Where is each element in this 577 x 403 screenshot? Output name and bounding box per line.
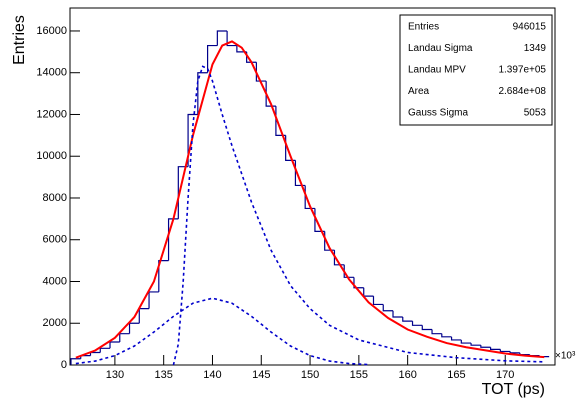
histogram-bin [255,62,267,82]
histogram-bin [216,30,228,46]
y-tick-label: 2000 [43,317,67,329]
histogram-bin [460,339,472,344]
stat-value: 2.684e+08 [498,86,546,97]
fit-curve [75,40,545,359]
y-tick-label: 16000 [36,25,67,37]
stat-label: Landau MPV [408,65,466,76]
y-axis-title: Entries [11,15,28,65]
histogram-bin [70,358,81,365]
y-tick-label: 8000 [43,192,67,204]
histogram-bin [509,351,520,354]
x-tick-label: 170 [496,369,514,381]
stat-value: 5053 [524,108,547,119]
y-tick-label: 10000 [36,150,67,162]
histogram-bin [226,30,237,47]
histogram-bin [402,316,413,322]
y-tick-label: 12000 [36,108,67,120]
stats-frame [399,14,553,126]
histogram-bin [353,277,364,289]
histogram-bin [167,218,179,261]
histogram-bin [89,351,101,356]
x-tick-label: 155 [350,369,368,381]
y-tick-label: 6000 [43,234,67,246]
histogram-bin [363,287,374,297]
y-tick-label: 14000 [36,67,67,79]
x-multiplier: ×10³ [555,351,576,362]
y-tick-label: 0 [61,359,67,371]
histogram-bin [421,325,433,331]
x-tick-label: 140 [203,369,221,381]
histogram-bin [119,333,130,343]
histogram-bin [411,321,423,326]
histogram-bin [431,329,442,335]
stat-value: 1.397e+05 [498,65,546,76]
histogram-bin [138,308,150,324]
x-tick-label: 135 [155,369,173,381]
stat-label: Entries [408,22,439,33]
x-tick-label: 165 [447,369,465,381]
histogram-bin [128,322,140,334]
histogram-bin [197,72,208,115]
histogram-bin [158,260,169,292]
x-tick-label: 130 [106,369,124,381]
stat-value: 946015 [513,22,547,33]
stat-label: Gauss Sigma [408,108,468,119]
histogram-bin [450,336,462,341]
histogram-bin [470,343,481,346]
histogram-bin [343,264,354,278]
histogram-bin [372,296,384,306]
histogram-bin [382,304,394,312]
x-tick-label: 145 [252,369,270,381]
histogram-bin [441,333,452,338]
histogram-bin [392,310,403,318]
x-tick-label: 150 [301,369,319,381]
stat-value: 1349 [524,43,547,54]
histogram-bin [480,345,491,348]
fit-curve [75,297,369,366]
histogram-bin [499,349,511,353]
histogram-bin [109,341,120,349]
x-tick-label: 160 [398,369,416,381]
stat-label: Landau Sigma [408,43,473,54]
histogram-bin [489,347,501,350]
histogram-bin [187,113,198,167]
histogram-bin [99,347,111,353]
fit-curve [172,65,545,366]
stat-label: Area [408,86,430,97]
plot-frame [69,7,556,366]
histogram-bin [148,291,159,309]
stats-box: Entries 946015 Landau Sigma 1349 Landau MPV 1… [399,14,553,126]
y-tick-label: 4000 [43,275,67,287]
histogram-bin [206,44,218,73]
x-axis-title: TOT (ps) [482,381,545,398]
